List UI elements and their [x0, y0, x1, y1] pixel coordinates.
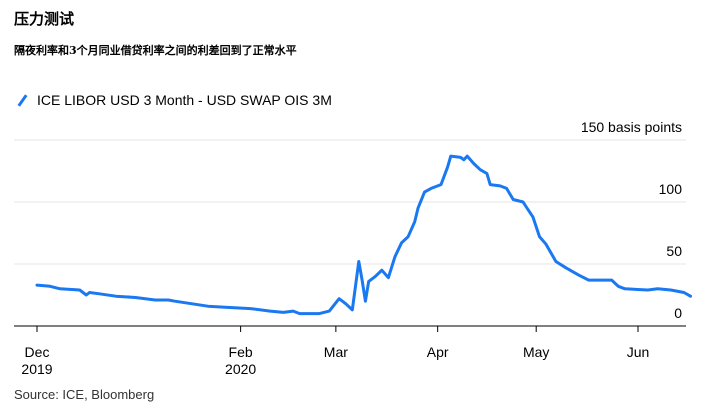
- x-tick-label-2020-02-01-0: Feb: [229, 344, 253, 360]
- y-tick-label-50: 50: [666, 243, 682, 259]
- series-line-0: [35, 154, 692, 316]
- source-note: Source: ICE, Bloomberg: [14, 387, 155, 402]
- x-tick-label-2019-12-01-1: 2019: [21, 361, 52, 377]
- y-tick-label-100: 100: [659, 181, 683, 197]
- chart-legend: ICE LIBOR USD 3 Month - USD SWAP OIS 3M: [14, 90, 332, 110]
- x-tick-label-2020-04-01-0: Apr: [427, 344, 449, 360]
- x-tick-label-2019-12-01-0: Dec: [25, 344, 50, 360]
- chart-title: 压力测试: [14, 10, 75, 28]
- y-tick-label-0: 0: [674, 305, 682, 321]
- y-tick-label-150: 150 basis points: [581, 119, 682, 135]
- x-tick-label-2020-06-01-0: Jun: [627, 344, 650, 360]
- x-tick-label-2020-05-01-0: May: [523, 344, 549, 360]
- x-tick-label-2020-03-01-0: Mar: [324, 344, 348, 360]
- chart-subtitle: 隔夜利率和3个月同业借贷利率之间的利差回到了正常水平: [14, 44, 297, 57]
- legend-series-label: ICE LIBOR USD 3 Month - USD SWAP OIS 3M: [37, 92, 332, 108]
- x-tick-label-2020-02-01-1: 2020: [225, 361, 256, 377]
